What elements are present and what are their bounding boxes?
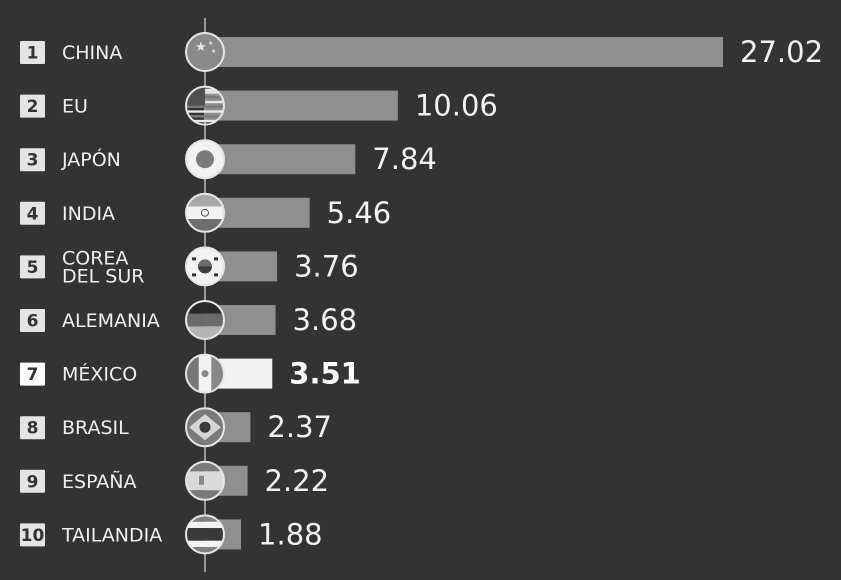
value-label: 5.46 (327, 196, 392, 230)
china-flag-icon: ★ ★★ (185, 32, 225, 72)
india-flag-icon (185, 192, 225, 233)
rank-label: 3 (27, 151, 39, 171)
chart-rows: 1 CHINA 27.02★ ★★2 EU 10.063 JAPÓN 7.844 INDIA 5.… (20, 32, 823, 555)
svg-text:★: ★ (211, 48, 216, 55)
chart-row: 5 COREA DEL SUR 3.76 (20, 247, 359, 287)
category-label: CHINA (62, 42, 122, 64)
rank-badge (20, 41, 45, 64)
rank-label: 9 (27, 472, 39, 492)
category-label: ESPAÑA (62, 470, 137, 493)
rank-badge (20, 255, 45, 279)
category-label: ALEMANIA (62, 310, 160, 332)
rank-badge (20, 469, 45, 493)
value-label: 3.68 (293, 303, 358, 337)
value-label: 27.02 (740, 35, 823, 69)
category-label: EU (62, 96, 88, 118)
svg-text:★: ★ (195, 40, 207, 55)
usa-flag-icon (185, 85, 225, 126)
bar (205, 90, 398, 121)
rank-label: 5 (27, 258, 39, 278)
category-label: TAILANDIA (61, 524, 162, 546)
chart-row: 1 CHINA 27.02 (20, 35, 823, 69)
japan-flag-icon (185, 139, 225, 180)
south-korea-flag-icon (185, 246, 225, 287)
rank-badge (20, 201, 45, 225)
rank-badge (20, 362, 45, 386)
rank-label: 4 (27, 204, 39, 224)
value-label: 10.06 (415, 89, 498, 123)
chart-row: 10 TAILANDIA 1.88 (20, 517, 323, 551)
value-label: 2.37 (267, 410, 332, 444)
chart-row: 9 ESPAÑA 2.22 (20, 464, 329, 498)
value-label: 1.88 (258, 517, 323, 551)
chart-row: 2 EU 10.06 (20, 89, 498, 123)
category-label: JAPÓN (61, 147, 121, 171)
rank-label: 1 (27, 44, 39, 64)
rank-label: 7 (27, 365, 39, 385)
bar (205, 144, 356, 175)
rank-label: 8 (27, 419, 39, 439)
germany-flag-icon (185, 300, 225, 340)
rank-label: 6 (27, 312, 39, 332)
brazil-flag-icon (185, 407, 225, 448)
chart-row: 7 MÉXICO 3.51 (20, 357, 361, 391)
rank-label: 2 (27, 97, 39, 117)
value-label: 2.22 (265, 464, 330, 498)
value-label: 3.51 (289, 357, 361, 391)
rank-badge (20, 416, 45, 440)
category-label: COREA DEL SUR (62, 247, 144, 287)
rank-badge (20, 148, 45, 172)
svg-text:★: ★ (208, 40, 213, 47)
rank-badge (20, 523, 45, 547)
rank-badge (20, 309, 45, 332)
mexico-flag-icon (185, 353, 225, 394)
category-label: MÉXICO (62, 363, 137, 386)
value-label: 3.76 (294, 249, 359, 283)
bar (205, 37, 723, 67)
rank-label: 10 (21, 526, 45, 546)
chart-row: 8 BRASIL 2.37 (20, 410, 332, 444)
thailand-flag-icon (185, 514, 225, 555)
value-label: 7.84 (372, 142, 437, 176)
category-label: INDIA (62, 203, 115, 225)
rank-badge (20, 94, 45, 118)
chart-row: 3 JAPÓN 7.84 (20, 142, 437, 176)
category-label: BRASIL (62, 417, 129, 439)
spain-flag-icon (185, 460, 225, 501)
